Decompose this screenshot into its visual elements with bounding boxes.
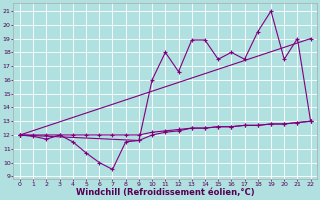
X-axis label: Windchill (Refroidissement éolien,°C): Windchill (Refroidissement éolien,°C) <box>76 188 255 197</box>
